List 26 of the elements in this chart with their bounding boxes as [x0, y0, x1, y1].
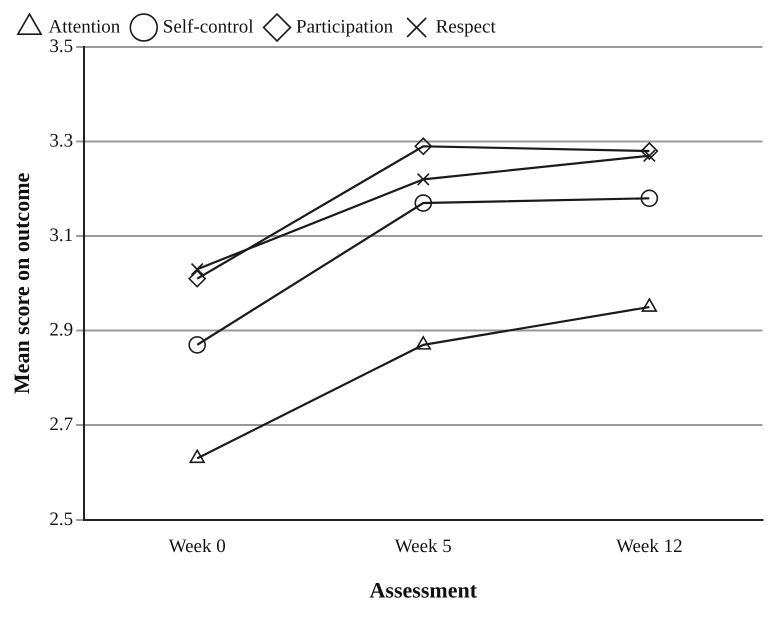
point — [640, 142, 658, 160]
x-axis-title: Assessment — [369, 577, 478, 602]
x-tick-label: Week 5 — [394, 536, 452, 558]
point — [416, 172, 430, 186]
point — [414, 137, 432, 156]
y-axis-title: Mean score on outcome — [8, 172, 34, 394]
y-tick-label: 2.5 — [49, 508, 74, 530]
y-tick-label: 3.5 — [49, 36, 74, 57]
point — [416, 336, 432, 350]
point — [190, 262, 204, 276]
point — [414, 194, 432, 212]
x-tick-label: Week 0 — [168, 536, 226, 558]
point — [188, 270, 206, 288]
legend-label: Respect — [436, 16, 496, 38]
point — [642, 298, 658, 312]
y-tick-label: 3.3 — [49, 130, 74, 152]
legend-label: Self-control — [162, 16, 254, 38]
y-tick-label: 2.9 — [49, 320, 74, 341]
point — [640, 189, 658, 208]
y-tick-label: 3.1 — [49, 225, 74, 246]
y-tick-label: 2.7 — [49, 414, 74, 436]
x-tick-label: Week 12 — [616, 536, 683, 558]
legend-label: Participation — [296, 16, 394, 38]
point — [189, 450, 205, 464]
legend-label: Attention — [48, 16, 121, 38]
point — [188, 336, 206, 354]
